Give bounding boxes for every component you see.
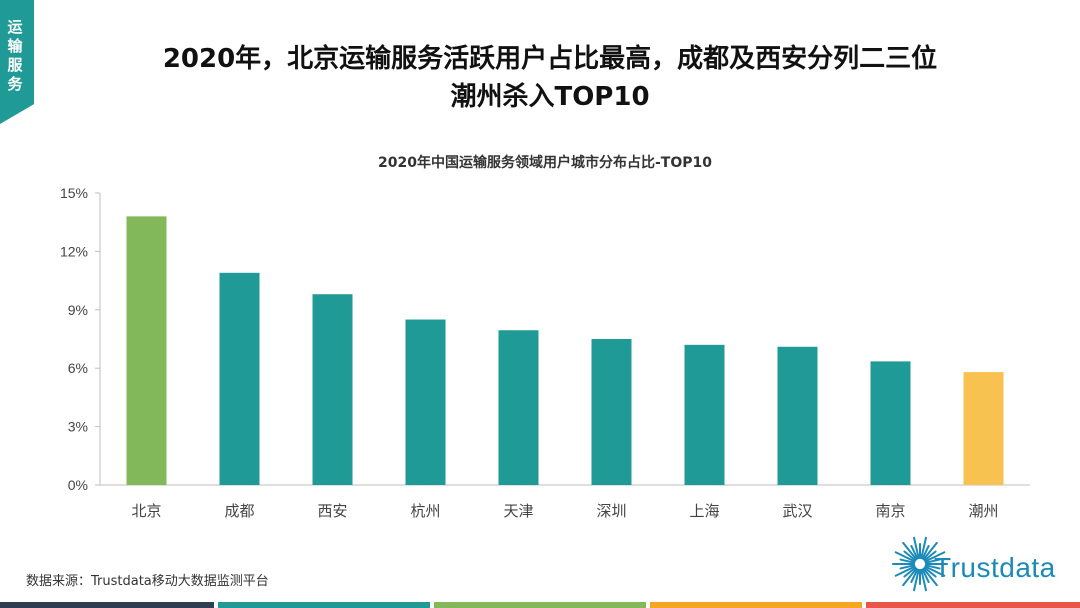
logo-text: Trustdata	[934, 552, 1056, 583]
strip-segment-red	[866, 602, 1080, 608]
bar	[870, 361, 911, 485]
strip-segment-teal	[218, 602, 430, 608]
x-tick-label: 南京	[875, 502, 905, 520]
page-title: 2020年，北京运输服务活跃用户占比最高，成都及西安分列二三位 潮州杀入TOP1…	[120, 40, 980, 116]
x-tick-label: 上海	[689, 502, 719, 520]
bar	[498, 330, 539, 485]
x-tick-label: 杭州	[410, 502, 440, 520]
section-tab: 运输服务	[0, 0, 34, 124]
strip-segment-dark	[0, 602, 214, 608]
y-tick-label: 9%	[68, 302, 88, 318]
headline-line-2: 潮州杀入TOP10	[450, 82, 650, 112]
section-tab-label: 运输服务	[7, 18, 23, 93]
y-tick-label: 12%	[60, 243, 88, 259]
x-tick-label: 西安	[317, 502, 347, 520]
x-tick-label: 武汉	[782, 502, 812, 520]
bar	[312, 294, 353, 485]
bottom-color-strip	[0, 602, 1080, 608]
x-tick-label: 潮州	[968, 502, 998, 520]
y-tick-label: 15%	[60, 185, 88, 201]
strip-segment-green	[434, 602, 646, 608]
x-tick-label: 北京	[131, 502, 161, 520]
bar	[963, 372, 1004, 485]
bar	[684, 344, 725, 485]
bar	[126, 216, 167, 486]
trustdata-logo: Trustdata	[890, 534, 1070, 596]
bar	[591, 339, 632, 485]
y-tick-label: 0%	[68, 477, 88, 493]
bar	[777, 346, 818, 485]
bar	[405, 319, 446, 485]
starburst-icon	[892, 536, 948, 592]
y-tick-label: 3%	[68, 419, 88, 435]
x-tick-label: 成都	[224, 502, 254, 520]
x-tick-label: 深圳	[596, 502, 626, 520]
chart-title: 2020年中国运输服务领域用户城市分布占比-TOP10	[378, 154, 712, 171]
strip-segment-orange	[650, 602, 862, 608]
source-note: 数据来源：Trustdata移动大数据监测平台	[26, 574, 269, 589]
bar	[219, 272, 260, 485]
x-tick-label: 天津	[503, 502, 533, 520]
headline-line-1: 2020年，北京运输服务活跃用户占比最高，成都及西安分列二三位	[162, 44, 938, 74]
y-tick-label: 6%	[68, 360, 88, 376]
